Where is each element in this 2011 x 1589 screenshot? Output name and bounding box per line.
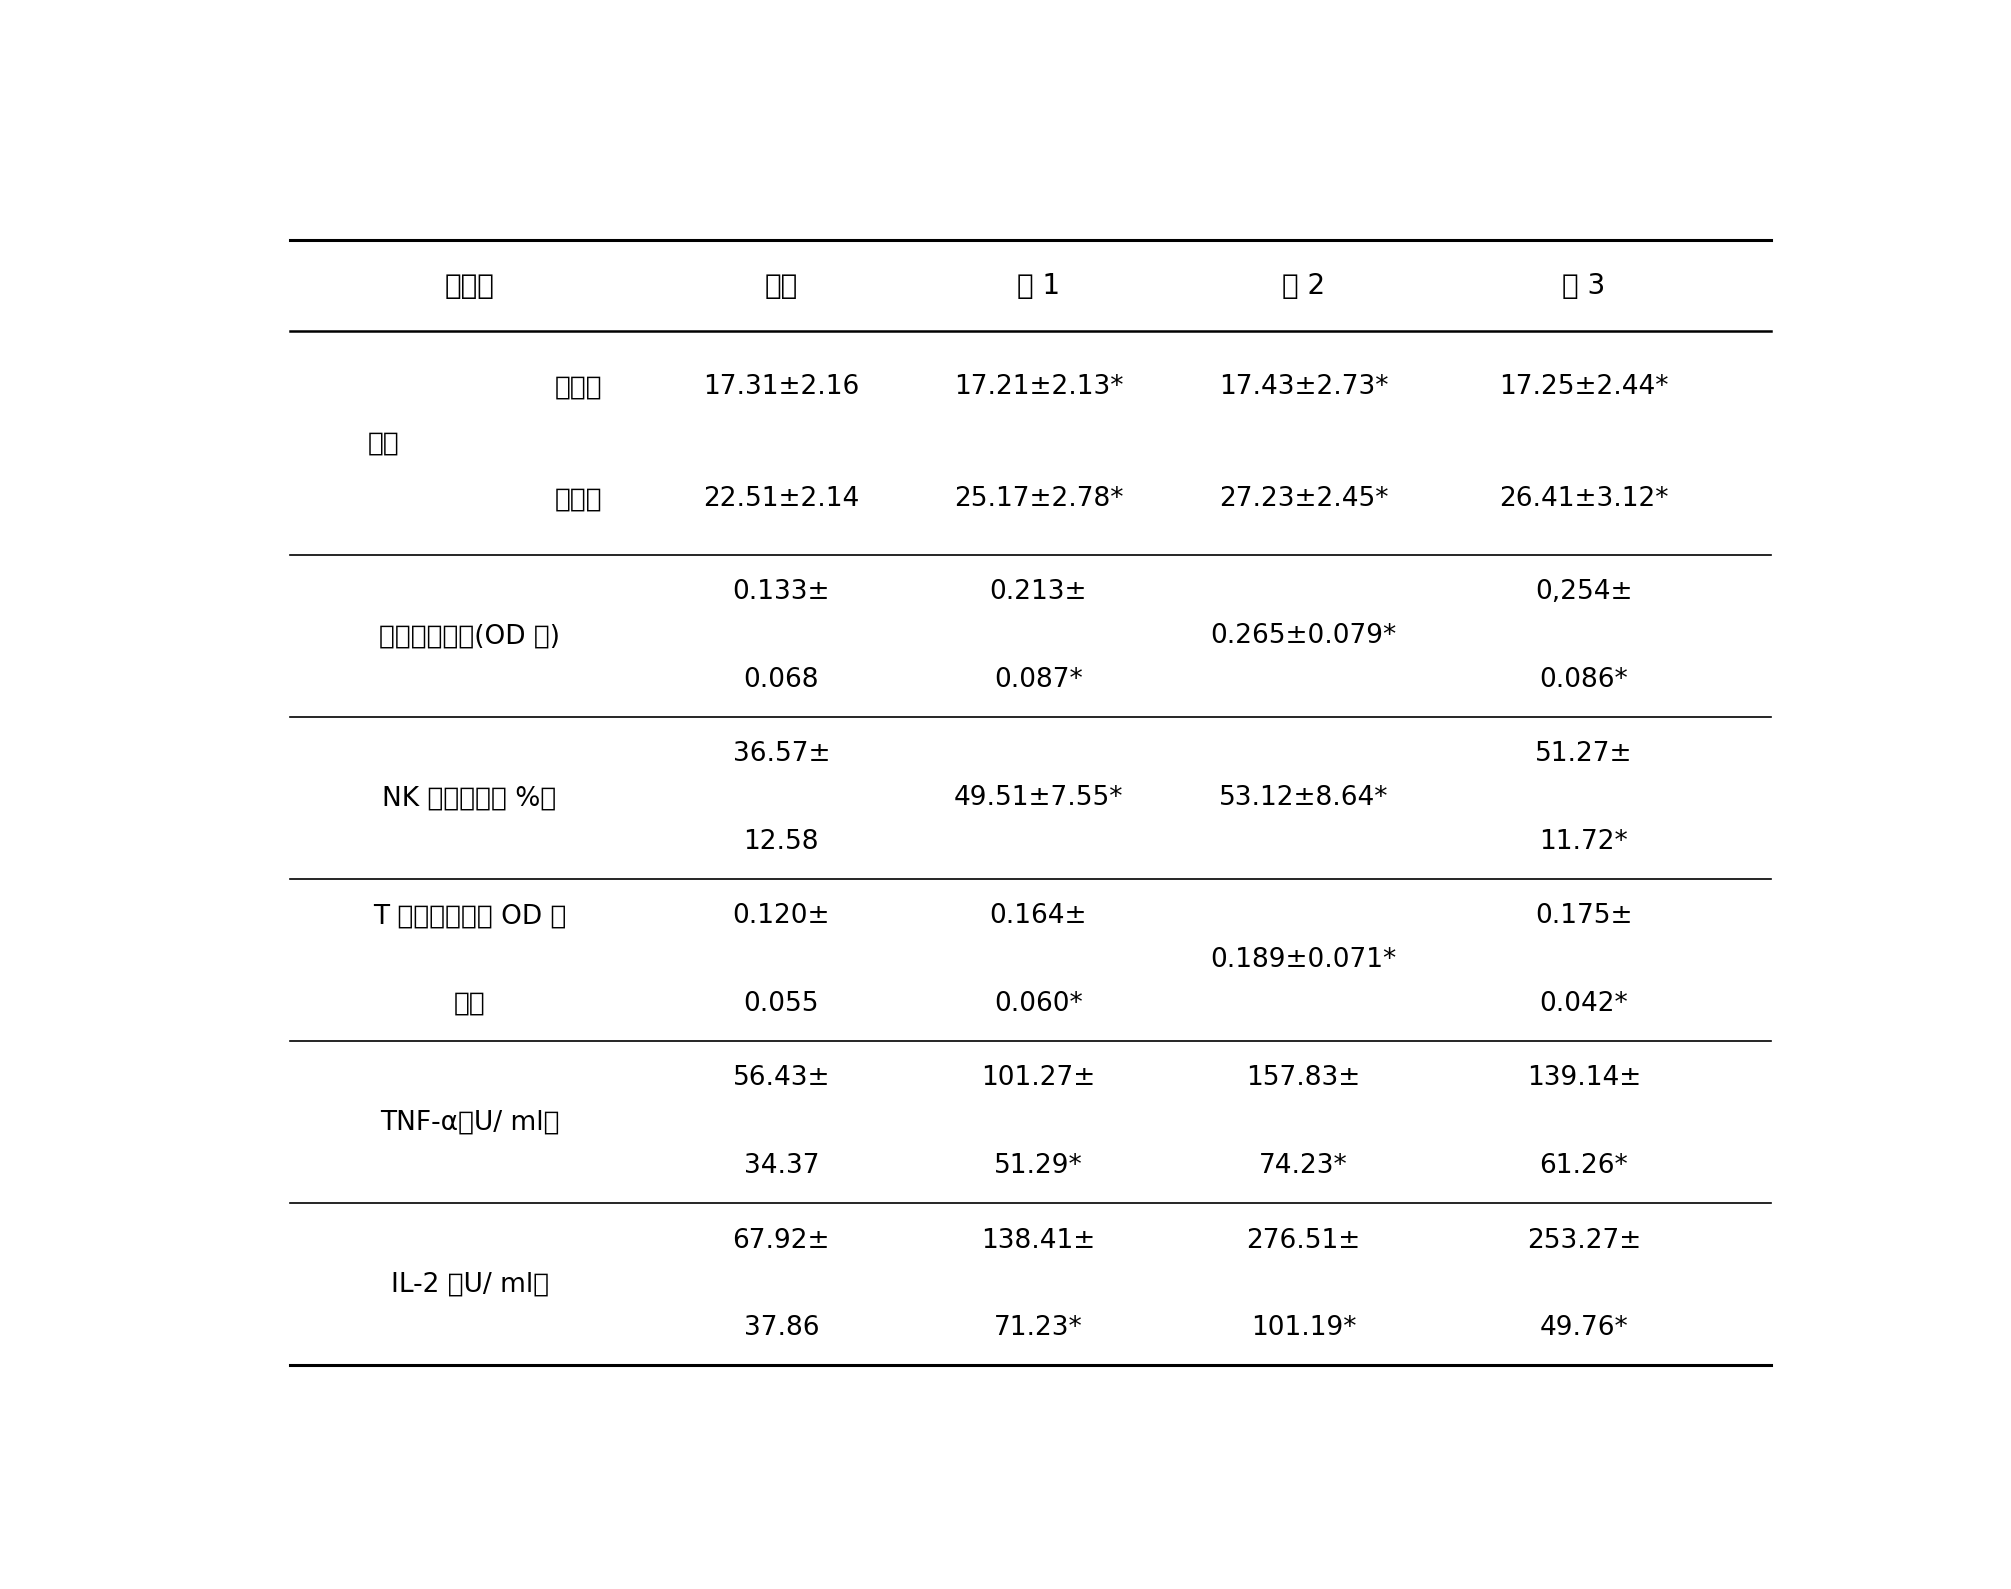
- Text: 17.21±2.13*: 17.21±2.13*: [953, 375, 1124, 400]
- Text: 74.23*: 74.23*: [1259, 1154, 1347, 1179]
- Text: NK 细胞活性（ %）: NK 细胞活性（ %）: [382, 785, 557, 810]
- Text: 0.164±: 0.164±: [989, 904, 1088, 930]
- Text: 0.086*: 0.086*: [1540, 667, 1629, 693]
- Text: 例 1: 例 1: [1018, 272, 1060, 299]
- Text: 0,254±: 0,254±: [1534, 580, 1633, 605]
- Text: 0.120±: 0.120±: [732, 904, 831, 930]
- Text: 例 2: 例 2: [1281, 272, 1325, 299]
- Text: T 淡巴细胞转化 OD 値: T 淡巴细胞转化 OD 値: [372, 904, 567, 930]
- Text: 53.12±8.64*: 53.12±8.64*: [1219, 785, 1388, 810]
- Text: 0.265±0.079*: 0.265±0.079*: [1211, 623, 1396, 650]
- Text: 61.26*: 61.26*: [1540, 1154, 1629, 1179]
- Text: 138.41±: 138.41±: [981, 1228, 1096, 1254]
- Text: 276.51±: 276.51±: [1247, 1228, 1361, 1254]
- Text: 实施例: 实施例: [444, 272, 495, 299]
- Text: 0.042*: 0.042*: [1540, 992, 1629, 1017]
- Text: 0.060*: 0.060*: [993, 992, 1082, 1017]
- Text: 17.25±2.44*: 17.25±2.44*: [1498, 375, 1669, 400]
- Text: 139.14±: 139.14±: [1526, 1066, 1641, 1092]
- Text: 对照: 对照: [764, 272, 798, 299]
- Text: 56.43±: 56.43±: [732, 1066, 831, 1092]
- Text: 36.57±: 36.57±: [732, 742, 831, 767]
- Text: 27.23±2.45*: 27.23±2.45*: [1219, 486, 1388, 512]
- Text: 0.087*: 0.087*: [993, 667, 1082, 693]
- Text: 12.58: 12.58: [744, 829, 818, 855]
- Text: 17.31±2.16: 17.31±2.16: [704, 375, 859, 400]
- Text: 157.83±: 157.83±: [1247, 1066, 1361, 1092]
- Text: IL-2 （U/ ml）: IL-2 （U/ ml）: [390, 1271, 549, 1297]
- Text: 0.055: 0.055: [744, 992, 818, 1017]
- Text: 巨噬细胞活性(OD 値): 巨噬细胞活性(OD 値): [378, 623, 561, 650]
- Text: 71.23*: 71.23*: [993, 1316, 1082, 1341]
- Text: 0.189±0.071*: 0.189±0.071*: [1211, 947, 1396, 972]
- Text: 101.27±: 101.27±: [981, 1066, 1096, 1092]
- Text: 34.37: 34.37: [744, 1154, 818, 1179]
- Text: 17.43±2.73*: 17.43±2.73*: [1219, 375, 1388, 400]
- Text: 101.19*: 101.19*: [1251, 1316, 1355, 1341]
- Text: 给药后: 给药后: [555, 486, 603, 512]
- Text: 11.72*: 11.72*: [1540, 829, 1629, 855]
- Text: 体重: 体重: [368, 431, 400, 456]
- Text: 0.068: 0.068: [744, 667, 818, 693]
- Text: 给药前: 给药前: [555, 375, 603, 400]
- Text: 37.86: 37.86: [744, 1316, 818, 1341]
- Text: TNF-α（U/ ml）: TNF-α（U/ ml）: [380, 1109, 559, 1135]
- Text: 67.92±: 67.92±: [732, 1228, 831, 1254]
- Text: 51.27±: 51.27±: [1534, 742, 1633, 767]
- Text: 26.41±3.12*: 26.41±3.12*: [1498, 486, 1669, 512]
- Text: 253.27±: 253.27±: [1526, 1228, 1641, 1254]
- Text: 22.51±2.14: 22.51±2.14: [704, 486, 859, 512]
- Text: 51.29*: 51.29*: [993, 1154, 1082, 1179]
- Text: 例 3: 例 3: [1563, 272, 1605, 299]
- Text: 49.76*: 49.76*: [1540, 1316, 1629, 1341]
- Text: 差値: 差値: [454, 992, 485, 1017]
- Text: 49.51±7.55*: 49.51±7.55*: [953, 785, 1124, 810]
- Text: 25.17±2.78*: 25.17±2.78*: [953, 486, 1124, 512]
- Text: 0.133±: 0.133±: [732, 580, 831, 605]
- Text: 0.175±: 0.175±: [1534, 904, 1633, 930]
- Text: 0.213±: 0.213±: [989, 580, 1088, 605]
